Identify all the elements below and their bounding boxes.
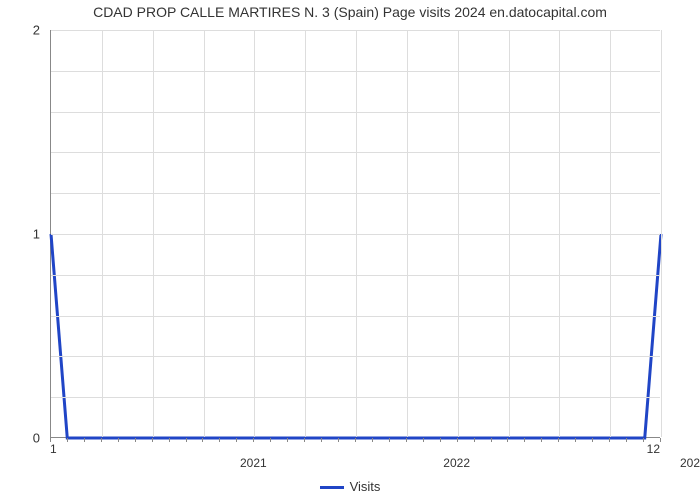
y-tick-label: 1: [10, 227, 40, 242]
gridline-horizontal-minor: [51, 275, 660, 276]
x-tick-minor: [169, 438, 170, 442]
x-tick-minor: [372, 438, 373, 442]
gridline-horizontal-minor: [51, 193, 660, 194]
gridline-horizontal-minor: [51, 112, 660, 113]
x-tick-minor: [304, 438, 305, 442]
y-tick-label: 0: [10, 431, 40, 446]
x-tick-minor: [287, 438, 288, 442]
x-tick-minor: [558, 438, 559, 442]
x-tick-minor: [101, 438, 102, 442]
gridline-horizontal-minor: [51, 397, 660, 398]
gridline-vertical: [661, 30, 662, 437]
x-tick-minor: [389, 438, 390, 442]
y-tick-label: 2: [10, 23, 40, 38]
x-tick-minor: [270, 438, 271, 442]
x-tick-minor: [219, 438, 220, 442]
x-tick-minor: [236, 438, 237, 442]
x-tick-minor: [118, 438, 119, 442]
x-tick-minor: [474, 438, 475, 442]
gridline-horizontal-minor: [51, 356, 660, 357]
chart-title: CDAD PROP CALLE MARTIRES N. 3 (Spain) Pa…: [0, 4, 700, 20]
x-tick-minor: [202, 438, 203, 442]
x-tick-minor: [643, 438, 644, 442]
x-tick-label: 2021: [240, 456, 267, 470]
x-tick-label: 2022: [443, 456, 470, 470]
x-tick-minor: [660, 438, 661, 442]
x-tick-minor: [541, 438, 542, 442]
x-tick-minor: [135, 438, 136, 442]
chart-container: CDAD PROP CALLE MARTIRES N. 3 (Spain) Pa…: [0, 0, 700, 500]
x-tick-minor: [406, 438, 407, 442]
legend-swatch: [320, 486, 344, 489]
x-tick-minor: [609, 438, 610, 442]
x-tick-minor: [338, 438, 339, 442]
x-tick-minor: [423, 438, 424, 442]
x-tick-minor: [440, 438, 441, 442]
gridline-horizontal-minor: [51, 152, 660, 153]
legend: Visits: [0, 479, 700, 494]
x-tick-minor: [592, 438, 593, 442]
x-tick-minor: [84, 438, 85, 442]
gridline-horizontal: [51, 234, 660, 235]
plot-area: [50, 30, 660, 438]
gridline-horizontal: [51, 30, 660, 31]
x-tick-minor: [575, 438, 576, 442]
x-tick-minor: [491, 438, 492, 442]
gridline-horizontal-minor: [51, 71, 660, 72]
x-tick-minor: [507, 438, 508, 442]
x-edge-label-left: 1: [50, 442, 57, 456]
x-tick-minor: [186, 438, 187, 442]
x-tick-minor: [253, 438, 254, 442]
x-edge-label-right: 12: [647, 442, 660, 456]
x-tick-minor: [152, 438, 153, 442]
x-edge-label-far-right: 202: [680, 456, 700, 470]
x-tick-minor: [524, 438, 525, 442]
legend-label: Visits: [350, 479, 381, 494]
gridline-horizontal-minor: [51, 316, 660, 317]
x-tick-minor: [626, 438, 627, 442]
x-tick-minor: [457, 438, 458, 442]
x-tick-minor: [67, 438, 68, 442]
x-tick-minor: [355, 438, 356, 442]
x-tick-minor: [321, 438, 322, 442]
